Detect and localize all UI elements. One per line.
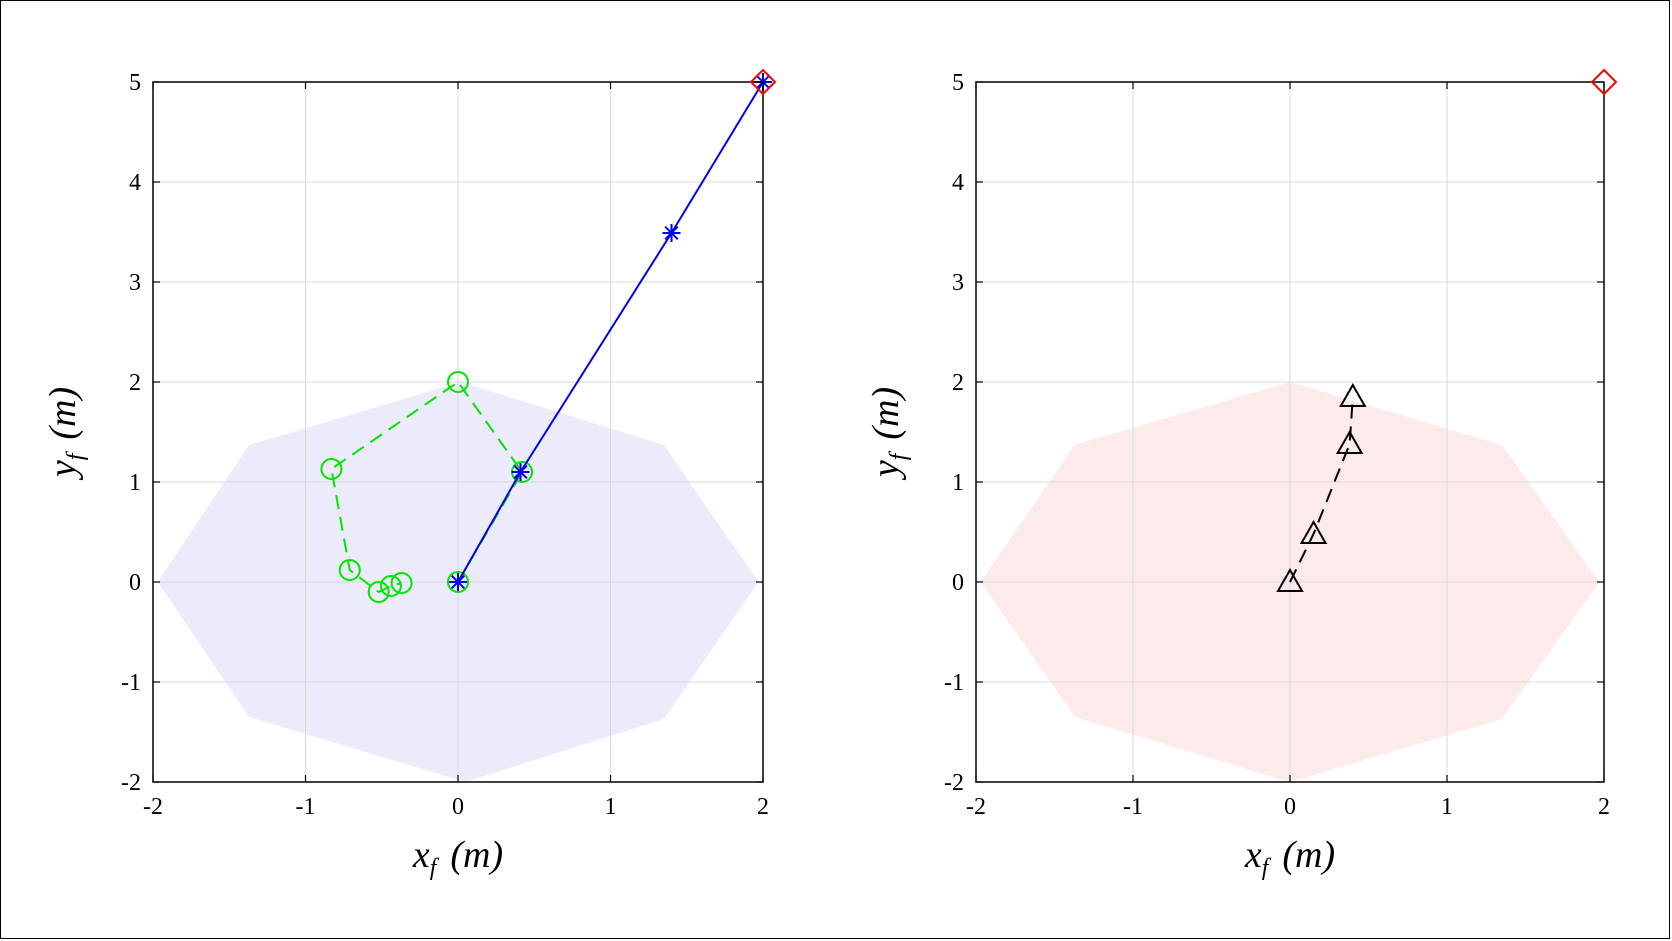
y-axis-label: yf(m)	[865, 387, 912, 481]
y-tick-label: 1	[952, 470, 964, 496]
x-axis-label: xf (m)	[412, 834, 503, 881]
chart-panel-2: -2 -1 0 1 2 -2 -1 0 1 2 3 4 5 xf (m) yf(m)	[865, 68, 1618, 881]
x-tick-label: 0	[452, 794, 464, 820]
y-tick-label: 0	[952, 570, 964, 596]
data-point-triangle-2	[1299, 519, 1328, 544]
data-point-circle-7	[379, 575, 402, 597]
x-tick-label: 0	[1284, 794, 1296, 820]
series-line-2	[457, 81, 764, 583]
y-tick-label: 0	[129, 570, 141, 596]
data-point-circle-5	[338, 559, 361, 581]
y-axis-label: yf(m)	[42, 387, 89, 481]
data-point-circle-4	[320, 458, 343, 480]
data-point-circle-6	[367, 581, 390, 603]
y-tick-label: 5	[952, 70, 964, 96]
x-tick-label: -2	[966, 794, 986, 820]
x-tick-label: -1	[296, 794, 316, 820]
x-tick-label: -2	[143, 794, 163, 820]
asterisk-stroke	[513, 464, 528, 480]
y-tick-label: 3	[129, 270, 141, 296]
x-tick-label: 1	[605, 794, 617, 820]
x-tick-label: 1	[1441, 794, 1453, 820]
y-tick-label: -1	[121, 670, 141, 696]
y-tick-label: 4	[129, 170, 141, 196]
data-point-circle-8	[390, 572, 413, 594]
x-tick-label: -1	[1123, 794, 1143, 820]
y-tick-label: 1	[129, 470, 141, 496]
asterisk-stroke	[450, 574, 466, 590]
data-point-triangle-4	[1339, 382, 1367, 407]
data-point-asterisk-1	[449, 573, 467, 591]
target-diamond-marker	[749, 68, 777, 96]
y-tick-label: 3	[952, 270, 964, 296]
data-point-asterisk-2	[511, 463, 530, 481]
x-tick-label: 2	[757, 794, 769, 820]
data-point-triangle-1	[1276, 567, 1304, 592]
series-line-1	[1289, 396, 1354, 583]
series-1	[1276, 382, 1367, 592]
y-tick-label: 2	[129, 370, 141, 396]
y-tick-label: -2	[121, 770, 141, 796]
x-axis-label: xf (m)	[1244, 834, 1335, 881]
series-line-1	[330, 380, 524, 594]
data-point-circle-1	[447, 571, 469, 593]
asterisk-stroke	[664, 225, 679, 241]
y-tick-label: -2	[944, 770, 964, 796]
data-point-asterisk-3	[662, 224, 681, 242]
y-tick-label: -1	[944, 670, 964, 696]
data-point-triangle-3	[1335, 429, 1364, 454]
target-diamond-marker	[1590, 68, 1618, 96]
y-tick-label: 2	[952, 370, 964, 396]
data-point-circle-3	[447, 371, 469, 393]
chart-panel-1: -2 -1 0 1 2 -2 -1 0 1 2 3 4 5 xf (m) yf(m)	[42, 68, 777, 881]
y-tick-label: 4	[952, 170, 964, 196]
y-tick-label: 5	[129, 70, 141, 96]
x-tick-label: 2	[1598, 794, 1610, 820]
